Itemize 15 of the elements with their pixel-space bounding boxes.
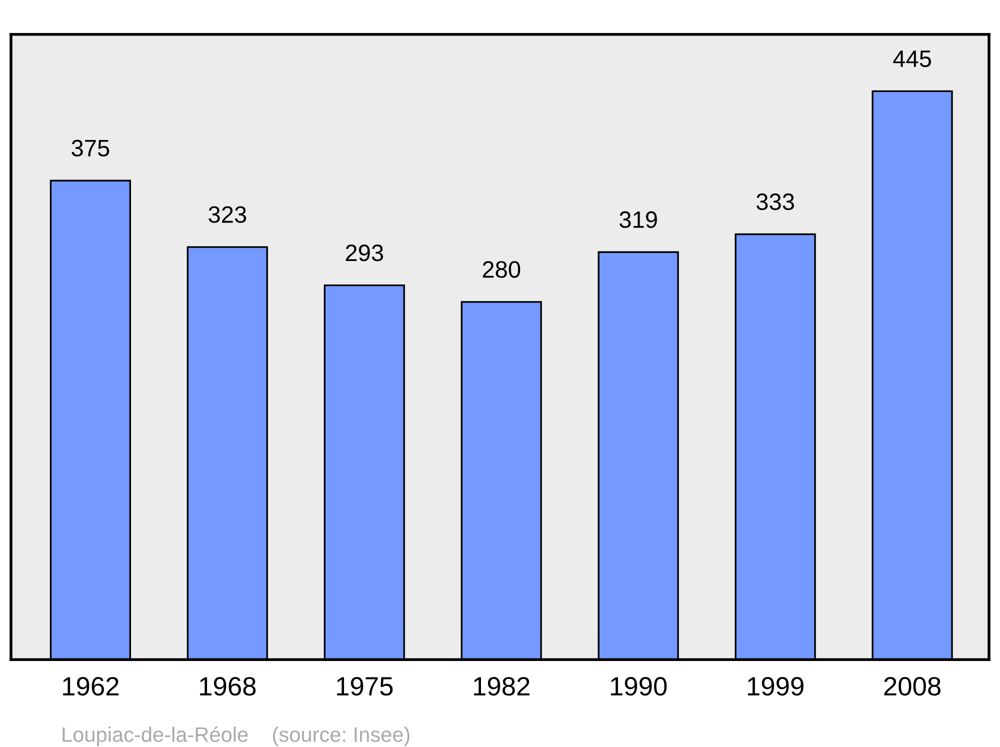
data-label: 280 — [482, 261, 520, 278]
x-tick-label: 1975 — [337, 676, 393, 696]
x-tick-label: 1962 — [63, 676, 118, 696]
data-label: 333 — [756, 193, 794, 210]
x-tick-label: 2008 — [884, 676, 940, 696]
x-tick-label: 1999 — [748, 676, 804, 696]
text: Loupiac-de-la-Réole (source: Insee) — [62, 726, 410, 746]
data-label: 445 — [893, 50, 932, 68]
x-tick-label: 1990 — [611, 676, 667, 696]
x-tick-label: 1968 — [200, 676, 256, 696]
data-label: 293 — [346, 244, 384, 262]
data-label: 375 — [72, 140, 110, 156]
data-label: 323 — [208, 206, 246, 223]
x-tick-label: 1982 — [474, 676, 530, 696]
data-label: 319 — [620, 211, 657, 228]
